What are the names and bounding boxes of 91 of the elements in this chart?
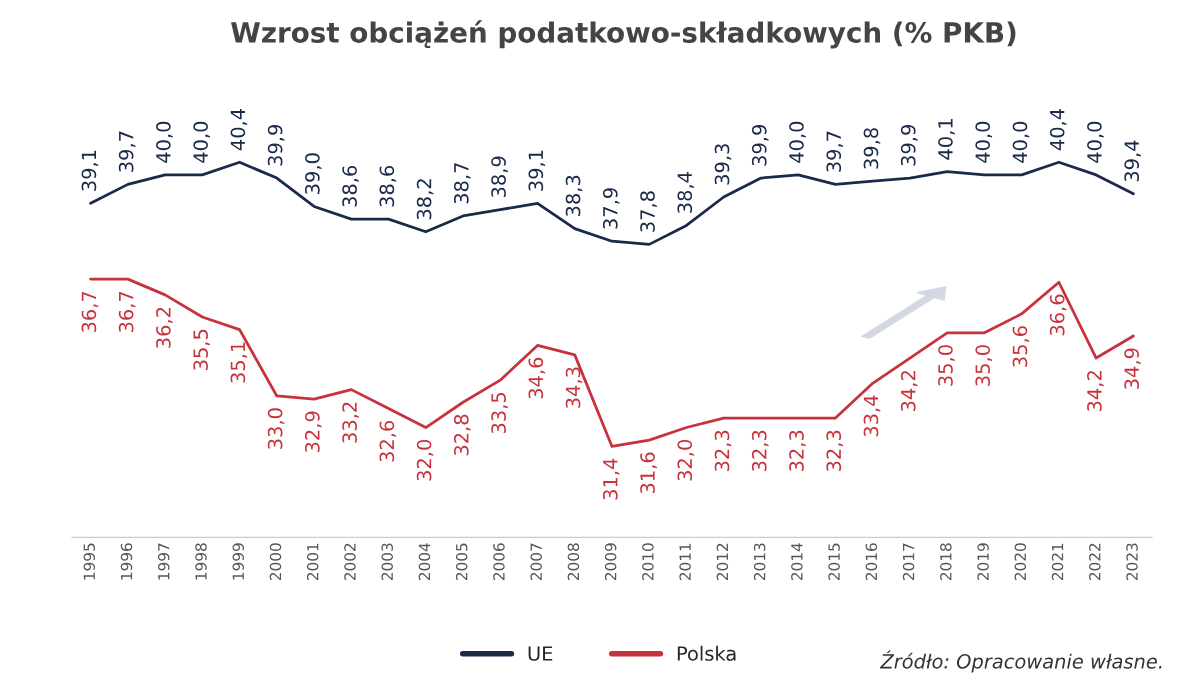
data-label: 32,3 xyxy=(714,430,732,471)
data-label: 35,0 xyxy=(938,345,955,386)
data-label: 36,7 xyxy=(118,291,136,333)
x-tick-label: 2010 xyxy=(642,543,654,581)
x-tick-label: 2023 xyxy=(1126,543,1138,581)
chart-title: Wzrost obciążeń podatkowo-składkowych (% PKB) xyxy=(231,20,1016,49)
data-label: 39,9 xyxy=(751,125,769,166)
x-tick-label: 1995 xyxy=(83,543,96,580)
data-label: 38,4 xyxy=(677,172,695,213)
x-tick-label: 1998 xyxy=(195,543,207,580)
data-label: 34,2 xyxy=(900,371,918,411)
data-label: 35,5 xyxy=(193,329,210,370)
data-label: 39,0 xyxy=(305,153,322,194)
x-tick-label: 2012 xyxy=(716,543,729,581)
data-label: 32,0 xyxy=(677,439,695,481)
x-tick-label: 2003 xyxy=(381,543,393,581)
data-label: 36,6 xyxy=(1049,294,1067,336)
data-label: 34,9 xyxy=(1124,348,1142,389)
data-label: 38,6 xyxy=(342,165,359,207)
x-tick-label: 1997 xyxy=(157,543,170,580)
legend-label: Polska xyxy=(677,645,736,661)
data-label: 33,5 xyxy=(491,392,508,434)
data-label: 32,0 xyxy=(416,439,434,481)
data-label: 40,0 xyxy=(1087,121,1104,163)
data-label: 39,8 xyxy=(863,128,881,169)
data-label: 32,9 xyxy=(305,411,322,453)
data-label: 39,3 xyxy=(714,144,732,185)
x-tick-label: 2019 xyxy=(977,543,989,581)
data-label: 40,0 xyxy=(975,121,993,163)
x-tick-label: 2005 xyxy=(455,543,468,581)
data-label: 39,9 xyxy=(267,125,285,166)
data-label: 33,2 xyxy=(342,402,359,443)
x-tick-label: 1996 xyxy=(120,543,133,580)
legend-label: UE xyxy=(528,646,553,661)
x-tick-label: 2002 xyxy=(344,543,356,581)
x-tick-label: 2016 xyxy=(865,543,878,581)
data-label: 40,0 xyxy=(789,121,806,163)
data-label: 32,3 xyxy=(751,430,769,471)
data-label: 32,3 xyxy=(789,430,806,471)
data-label: 35,1 xyxy=(230,342,248,383)
data-label: 35,0 xyxy=(975,345,993,386)
x-tick-label: 2004 xyxy=(418,543,431,581)
data-label: 32,8 xyxy=(453,414,471,456)
data-label: 38,9 xyxy=(491,156,508,198)
data-label: 34,3 xyxy=(565,367,583,408)
x-tick-label: 2018 xyxy=(940,543,952,581)
x-tick-label: 2008 xyxy=(567,543,580,581)
data-label: 33,4 xyxy=(863,395,881,437)
x-tick-label: 2015 xyxy=(828,543,840,581)
x-tick-label: 2011 xyxy=(679,543,691,581)
x-tick-label: 2021 xyxy=(1051,543,1064,581)
data-label: 39,4 xyxy=(1124,140,1142,182)
data-label: 36,2 xyxy=(156,307,173,348)
data-label: 37,8 xyxy=(640,191,657,232)
x-tick-label: 2020 xyxy=(1014,543,1027,581)
x-tick-label: 2007 xyxy=(530,543,542,581)
data-label: 33,0 xyxy=(267,408,285,449)
data-label: 38,3 xyxy=(565,175,583,216)
data-label: 40,4 xyxy=(1049,108,1067,151)
data-label: 35,6 xyxy=(1012,326,1030,367)
x-tick-label: 2022 xyxy=(1089,543,1101,581)
data-label: 36,7 xyxy=(81,291,99,333)
data-label: 39,1 xyxy=(81,150,99,191)
data-label: 40,1 xyxy=(938,119,955,160)
data-label: 40,0 xyxy=(156,121,173,163)
data-label: 40,0 xyxy=(1012,121,1030,163)
data-label: 32,3 xyxy=(826,430,844,471)
data-label: 38,7 xyxy=(453,163,471,204)
x-tick-label: 2017 xyxy=(902,543,915,581)
data-label: 32,6 xyxy=(379,420,397,462)
x-tick-label: 2001 xyxy=(306,543,319,581)
x-tick-label: 2000 xyxy=(269,543,282,581)
data-label: 39,1 xyxy=(528,150,546,191)
x-tick-label: 1999 xyxy=(232,543,245,580)
data-label: 34,6 xyxy=(528,357,546,399)
x-tick-label: 2014 xyxy=(791,543,803,581)
data-label: 39,7 xyxy=(118,131,136,172)
data-label: 31,4 xyxy=(602,458,620,500)
data-label: 38,6 xyxy=(379,165,397,207)
x-tick-label: 2006 xyxy=(493,543,505,581)
data-label: 40,4 xyxy=(230,108,248,151)
data-label: 34,2 xyxy=(1087,371,1104,411)
data-label: 31,6 xyxy=(640,452,657,494)
data-label: 40,0 xyxy=(193,121,210,163)
text: Źródło: Opracowanie własne. xyxy=(879,650,1162,673)
data-label: 37,9 xyxy=(602,188,620,229)
data-label: 38,2 xyxy=(416,179,434,220)
x-tick-label: 2009 xyxy=(604,543,617,581)
data-label: 39,7 xyxy=(826,131,844,172)
data-label: 39,9 xyxy=(900,125,918,166)
x-tick-label: 2013 xyxy=(753,543,766,581)
